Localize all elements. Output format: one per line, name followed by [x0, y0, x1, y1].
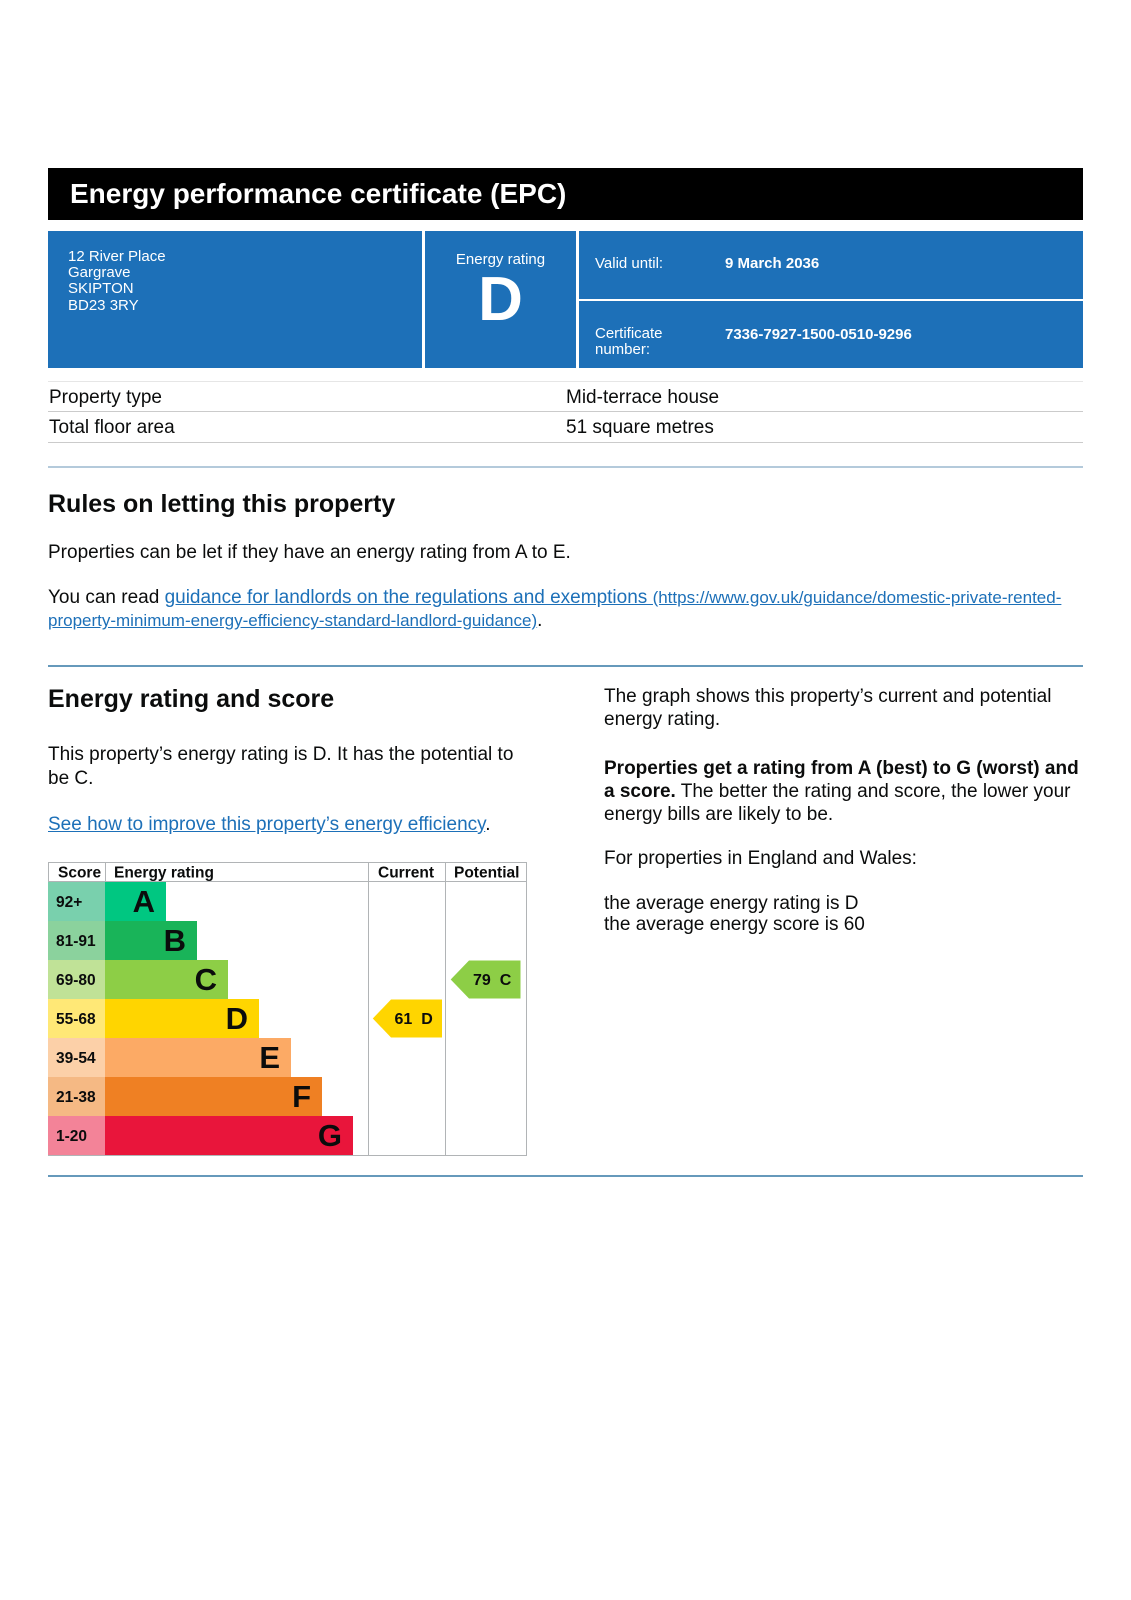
- svg-text:D: D: [226, 1001, 248, 1036]
- svg-text:1-20: 1-20: [56, 1128, 87, 1145]
- svg-text:F: F: [292, 1079, 311, 1114]
- svg-text:Current: Current: [378, 865, 434, 882]
- svg-text:B: B: [164, 923, 186, 958]
- svg-text:Score: Score: [58, 865, 101, 882]
- svg-text:Energy rating: Energy rating: [114, 865, 214, 882]
- svg-text:E: E: [259, 1040, 280, 1075]
- svg-text:C: C: [195, 962, 217, 997]
- svg-text:G: G: [318, 1118, 342, 1153]
- svg-text:39-54: 39-54: [56, 1050, 96, 1067]
- svg-text:79 C: 79 C: [473, 972, 512, 989]
- svg-text:81-91: 81-91: [56, 933, 96, 950]
- svg-text:A: A: [133, 884, 155, 919]
- svg-text:55-68: 55-68: [56, 1011, 96, 1028]
- svg-text:92+: 92+: [56, 894, 82, 911]
- svg-text:21-38: 21-38: [56, 1089, 96, 1106]
- svg-text:61 D: 61 D: [395, 1011, 433, 1028]
- svg-text:69-80: 69-80: [56, 972, 96, 989]
- svg-text:Potential: Potential: [454, 865, 519, 882]
